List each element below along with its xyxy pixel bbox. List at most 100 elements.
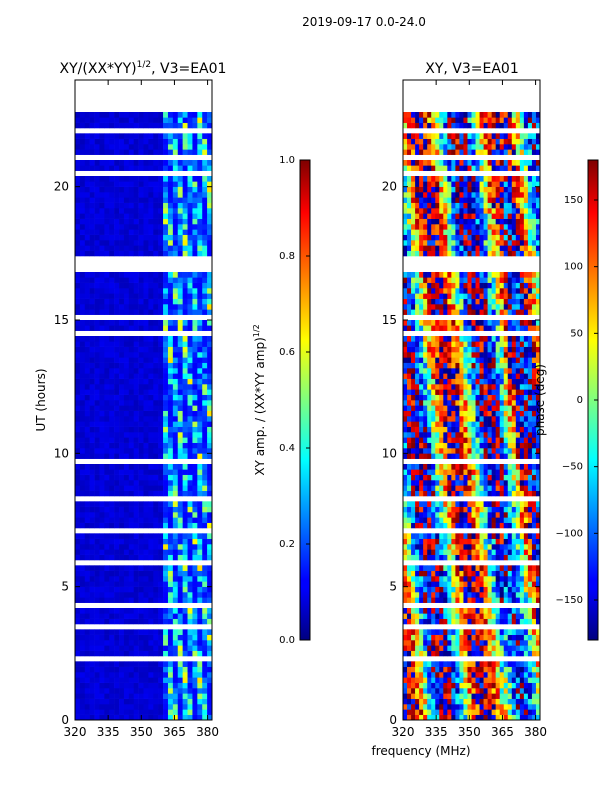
panel2-heatmap-cell <box>439 341 444 347</box>
panel2-heatmap-cell <box>411 597 416 603</box>
panel1-heatmap-cell <box>128 224 135 230</box>
panel2-heatmap-cell <box>483 538 488 545</box>
panel1-heatmap-cell <box>104 426 110 433</box>
panel2-heatmap-cell <box>467 698 472 705</box>
panel2-heatmap-cell <box>519 586 525 593</box>
panel1-heatmap-cell <box>182 698 188 705</box>
panel1-heatmap-cell <box>94 453 100 459</box>
panel1-heatmap-cell <box>167 581 174 587</box>
panel1-heatmap-cell <box>143 570 149 577</box>
panel1-heatmap-cell <box>187 186 193 193</box>
panel2-heatmap-cell <box>499 421 505 427</box>
panel1-heatmap-cell <box>89 464 95 470</box>
panel2-heatmap-cell <box>411 389 416 395</box>
panel1-heatmap-cell <box>163 229 169 235</box>
panel1-heatmap-cell <box>163 346 169 353</box>
panel2-heatmap-cell <box>479 416 484 422</box>
panel1-heatmap-cell <box>138 133 144 139</box>
panel2-heatmap-cell <box>463 554 468 561</box>
panel1-heatmap-cell <box>172 592 179 598</box>
panel2-heatmap-cell <box>419 549 424 555</box>
panel1-heatmap-cell <box>123 682 130 689</box>
panel2-heatmap-cell <box>499 672 505 678</box>
panel1-heatmap-cell <box>123 197 130 203</box>
panel1-heatmap-cell <box>163 608 169 614</box>
panel1-heatmap-cell <box>207 112 213 118</box>
panel2-heatmap-cell <box>451 416 456 422</box>
panel2-heatmap-cell <box>435 661 440 667</box>
panel2-heatmap-cell <box>491 682 496 689</box>
panel2-heatmap-cell <box>523 533 529 539</box>
panel2-heatmap-cell <box>463 490 468 497</box>
panel2-heatmap-cell <box>479 378 484 385</box>
panel1-heatmap-cell <box>109 437 115 443</box>
panel1-heatmap-cell <box>128 501 135 507</box>
panel1-heatmap-cell <box>109 288 115 294</box>
panel1-heatmap-cell <box>94 629 100 635</box>
panel2-heatmap-cell <box>487 410 492 417</box>
panel2-heatmap-cell <box>519 346 525 353</box>
panel2-heatmap-cell <box>435 437 440 443</box>
panel2-heatmap-cell <box>519 485 525 491</box>
panel1-heatmap-cell <box>177 485 183 491</box>
panel1-heatmap-cell <box>207 666 213 673</box>
panel2-heatmap-cell <box>435 373 440 379</box>
panel2-heatmap-cell <box>439 608 444 614</box>
panel2-heatmap-cell <box>455 698 460 705</box>
panel1-heatmap-cell <box>75 394 81 401</box>
panel1-heatmap-cell <box>109 586 115 593</box>
panel1-heatmap-cell <box>84 517 90 523</box>
panel2-heatmap-cell <box>419 650 424 657</box>
panel2-heatmap-cell <box>535 672 541 678</box>
panel1-heatmap-cell <box>182 368 188 374</box>
panel1-heatmap-cell <box>79 112 86 118</box>
panel1-heatmap-cell <box>187 133 193 139</box>
panel1-heatmap-cell <box>143 197 149 203</box>
panel1-heatmap-cell <box>207 693 213 699</box>
panel1-heatmap-cell <box>187 144 193 150</box>
panel1-heatmap-cell <box>94 192 100 198</box>
panel1-heatmap-cell <box>167 416 174 422</box>
panel2-heatmap-cell <box>467 389 472 395</box>
panel2-heatmap-cell <box>491 373 496 379</box>
panel2-heatmap-cell <box>427 336 432 342</box>
panel2-heatmap-cell <box>403 586 408 593</box>
panel2-heatmap-cell <box>475 389 480 395</box>
panel2-heatmap-cell <box>423 661 428 667</box>
panel1-heatmap-cell <box>158 362 164 369</box>
panel2-heatmap-cell <box>491 640 496 646</box>
panel1-heatmap-cell <box>153 704 159 710</box>
panel2-heatmap-cell <box>407 618 412 625</box>
panel2-heatmap-cell <box>419 522 424 529</box>
panel2-heatmap-cell <box>403 672 408 678</box>
panel1-heatmap-cell <box>207 554 213 561</box>
panel2-heatmap-cell <box>467 544 472 550</box>
panel1-heatmap-cell <box>158 373 164 379</box>
panel1-heatmap-cell <box>143 122 149 129</box>
panel1-heatmap-cell <box>158 592 164 598</box>
panel2-heatmap-cell <box>507 346 513 353</box>
panel2-heatmap-cell <box>447 357 452 363</box>
panel1-heatmap-cell <box>99 592 105 598</box>
panel1-heatmap-cell <box>158 165 164 171</box>
panel1-heatmap-cell <box>133 544 139 550</box>
panel2-heatmap-cell <box>411 522 416 529</box>
panel1-heatmap-cell <box>158 378 164 385</box>
panel1-heatmap-cell <box>138 394 144 401</box>
panel1-heatmap-cell <box>187 666 193 673</box>
panel2-heatmap-cell <box>423 517 428 523</box>
panel2-heatmap-cell <box>463 394 468 401</box>
panel2-heatmap-cell <box>431 512 436 518</box>
panel1-heatmap-cell <box>75 165 81 171</box>
panel2-heatmap-cell <box>523 341 529 347</box>
panel2-heatmap-cell <box>459 709 464 715</box>
panel2-heatmap-cell <box>463 592 468 598</box>
panel1-heatmap-cell <box>163 485 169 491</box>
panel2-heatmap-cell <box>487 704 492 710</box>
panel1-heatmap-cell <box>133 453 139 459</box>
panel1-heatmap-cell <box>148 362 154 369</box>
panel1-heatmap-cell <box>182 240 188 246</box>
panel2-heatmap-cell <box>527 682 533 689</box>
panel2-heatmap-cell <box>499 650 505 657</box>
panel2-heatmap-cell <box>443 506 448 513</box>
